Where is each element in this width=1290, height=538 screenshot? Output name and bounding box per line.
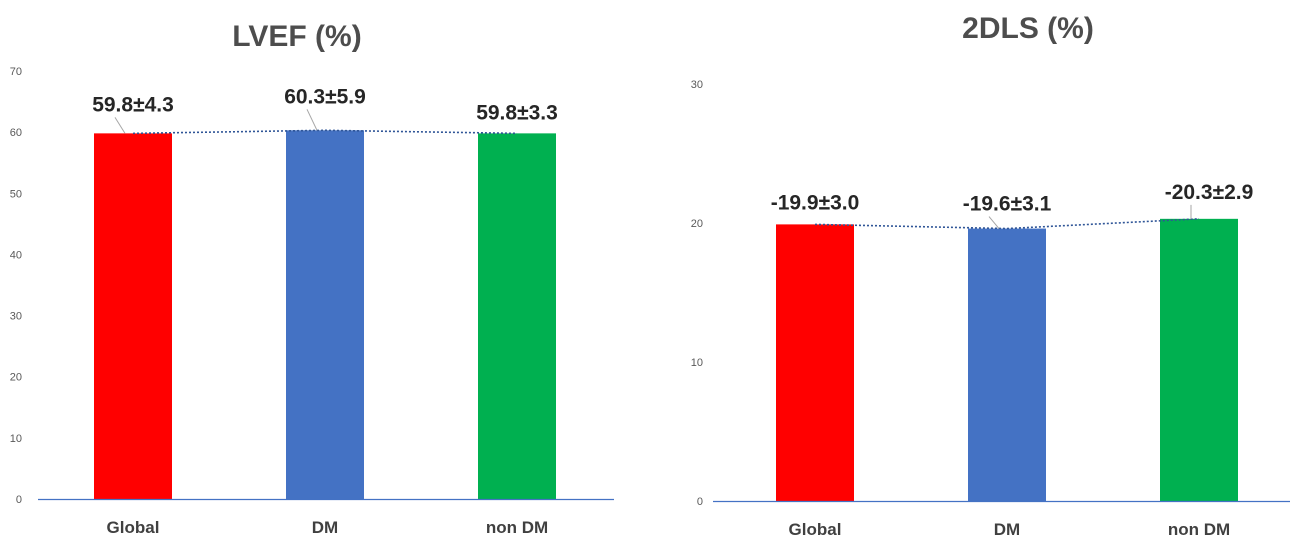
lvef-leader-line [306,109,318,131]
2dls-ytick-label: 30 [691,79,703,91]
2dls-bar-non-dm [1160,218,1238,501]
lvef-bar-non-dm [478,133,556,499]
lvef-ytick-label: 70 [10,66,22,78]
2dls-category-label: Global [789,520,842,538]
2dls-trendline [814,218,1200,230]
lvef-ytick-label: 60 [10,127,22,139]
lvef-bar-dm [286,130,364,499]
lvef-ytick-label: 10 [10,433,22,445]
2dls-ytick-label: 10 [691,357,703,369]
lvef-category-label: non DM [486,518,548,537]
lvef-data-label: 59.8±3.3 [476,101,558,124]
lvef-ytick-label: 30 [10,311,22,323]
2dls-data-label: -20.3±2.9 [1165,181,1254,204]
2dls-chart-title: 2DLS (%) [962,12,1094,45]
lvef-ytick-label: 20 [10,372,22,384]
2dls-ytick-label: 0 [697,496,703,508]
2dls-bar-dm [968,228,1046,501]
lvef-ytick-label: 0 [16,494,22,506]
2dls-category-label: non DM [1168,520,1230,538]
lvef-leader-line [114,117,126,134]
2dls-data-label: -19.6±3.1 [963,193,1052,216]
lvef-ytick-label: 50 [10,188,22,200]
2dls-leader-line [988,216,1000,229]
2dls-category-label: DM [994,520,1020,538]
lvef-data-label: 60.3±5.9 [284,85,366,108]
lvef-category-label: Global [107,518,160,537]
lvef-data-label: 59.8±4.3 [92,93,174,116]
2dls-data-label: -19.9±3.0 [771,191,860,214]
2dls-chart: 2DLS (%) 0 10 20 30 Global DM non DM -19.9±3.0 -… [691,12,1290,538]
2dls-ytick-label: 20 [691,218,703,230]
lvef-category-label: DM [312,518,338,537]
lvef-bar-global [94,133,172,499]
lvef-chart-title: LVEF (%) [232,20,361,53]
lvef-chart: LVEF (%) 0 10 20 30 40 50 60 70 Global DM non DM 59… [10,20,614,537]
lvef-ytick-label: 40 [10,249,22,261]
lvef-trendline [132,129,518,135]
2dls-bar-global [776,224,854,501]
